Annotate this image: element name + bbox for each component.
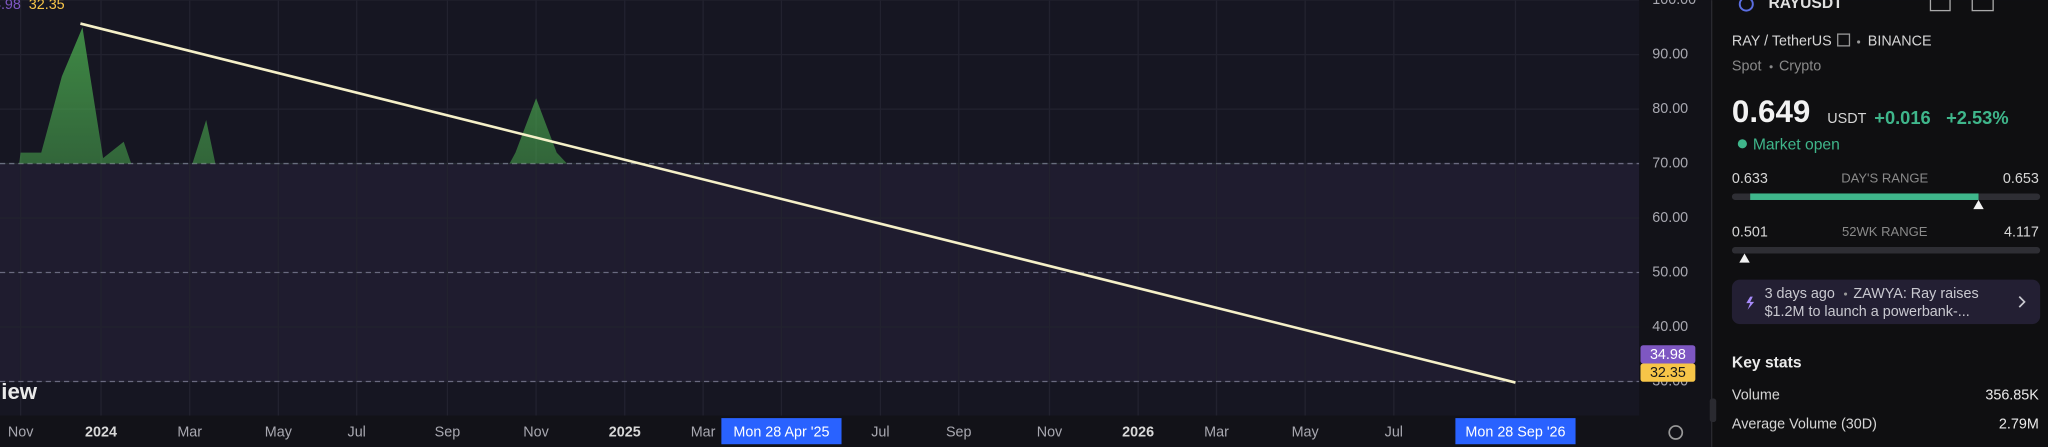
week52-high: 4.117 [2004, 224, 2039, 240]
y-tick-label: 100.00 [1652, 0, 1696, 8]
last-value-box [1640, 345, 1696, 364]
separator-dot [1769, 65, 1773, 69]
stat-value: 2.79M [1999, 416, 2039, 432]
y-tick-label: 70.00 [1652, 155, 1688, 171]
range-track [1731, 247, 2041, 254]
x-tick-label: Mon 28 Sep '26 [1465, 424, 1565, 440]
overlay: Nov 2024 Mar May Jul Sep Nov 2025 Mar Mon 28 Apr … [0, 0, 1696, 445]
status-dot [1737, 139, 1747, 149]
sidebar [1711, 0, 2048, 447]
x-tick-label: May [1292, 424, 1320, 440]
x-tick-label: Nov [1037, 424, 1063, 440]
layout-icon[interactable] [1929, 0, 1951, 12]
x-tick-label: Jul [871, 424, 889, 440]
market-status: Market open [1753, 136, 1840, 153]
x-tick-label: May [265, 424, 293, 440]
price: 0.649 [1732, 94, 1810, 129]
x-tick-label: 2024 [85, 424, 117, 440]
news-card[interactable] [1731, 279, 2041, 325]
x-tick-label: Mar [1204, 424, 1229, 440]
market-type: Spot [1732, 59, 1762, 75]
symbol: RAYUSDT [1768, 0, 1843, 12]
change-percent: +2.53% [1946, 107, 2008, 128]
separator-dot [1857, 40, 1861, 44]
symbol-name: RAY / TetherUS [1732, 34, 1832, 50]
x-tick-label: Jul [348, 424, 366, 440]
x-tick-label: 2025 [609, 424, 641, 440]
legend-value: 34.98 [0, 0, 21, 13]
edit-icon[interactable] [1971, 0, 1994, 12]
asset-class: Crypto [1779, 59, 1821, 75]
x-tick-label: Mar [691, 424, 716, 440]
sidebar-content: RAYUSDT RAY / TetherUS BINANCE Spot Cryp… [1731, 0, 2041, 432]
last-value-label: 34.98 [1650, 347, 1686, 363]
x-tick-label: 2026 [1122, 424, 1154, 440]
x-tick-label: Sep [435, 424, 461, 440]
range-fill [1750, 193, 1979, 200]
news-chevron [2018, 296, 2026, 308]
x-tick-label: Sep [946, 424, 972, 440]
crosshair-date-box [721, 418, 842, 445]
range-marker [1739, 253, 1750, 263]
key-stats-title: Key stats [1732, 354, 1802, 371]
week52-label: 52WK RANGE [1842, 224, 1928, 239]
days-range-label: DAY'S RANGE [1841, 171, 1928, 186]
y-tick-label: 90.00 [1652, 46, 1688, 62]
watermark: iew [1, 379, 38, 404]
news-line-2: $1.2M to launch a powerbank-... [1765, 304, 1970, 320]
settings-icon[interactable] [1668, 425, 1684, 440]
stat-label: Volume [1732, 388, 1780, 404]
y-tick-label: 80.00 [1652, 101, 1688, 117]
y-tick-label: 50.00 [1652, 264, 1688, 280]
legend-value: 32.35 [29, 0, 65, 13]
x-tick-label: Jul [1385, 424, 1403, 440]
last-value-label: 32.35 [1650, 365, 1686, 381]
x-tick-label: Nov [523, 424, 549, 440]
external-link-icon[interactable] [1837, 33, 1851, 47]
x-tick-label: Nov [8, 424, 34, 440]
exchange: BINANCE [1868, 34, 1932, 50]
days-range-high: 0.653 [2003, 171, 2039, 187]
stat-value: 356.85K [1985, 388, 2039, 404]
news-time: 3 days ago [1765, 286, 1835, 302]
news-line-1: ZAWYA: Ray raises [1853, 286, 1978, 302]
y-tick-label: 60.00 [1652, 210, 1688, 226]
divider-handle[interactable] [1709, 398, 1717, 423]
change: +0.016 [1874, 107, 1930, 128]
x-tick-label: Mon 28 Apr '25 [733, 424, 829, 440]
days-range-low: 0.633 [1732, 171, 1768, 187]
week52-low: 0.501 [1732, 224, 1768, 240]
stat-label: Average Volume (30D) [1732, 416, 1877, 432]
currency: USDT [1827, 111, 1866, 127]
last-value-box [1640, 363, 1696, 382]
overbought-fill [19, 27, 568, 164]
range-marker [1973, 199, 1984, 210]
separator-dot [1843, 292, 1848, 296]
x-tick-label: Mar [177, 424, 202, 440]
trendline [80, 22, 1516, 384]
symbol-logo [1738, 0, 1754, 12]
crosshair-date-box [1455, 418, 1576, 445]
y-tick-label: 40.00 [1652, 319, 1688, 335]
